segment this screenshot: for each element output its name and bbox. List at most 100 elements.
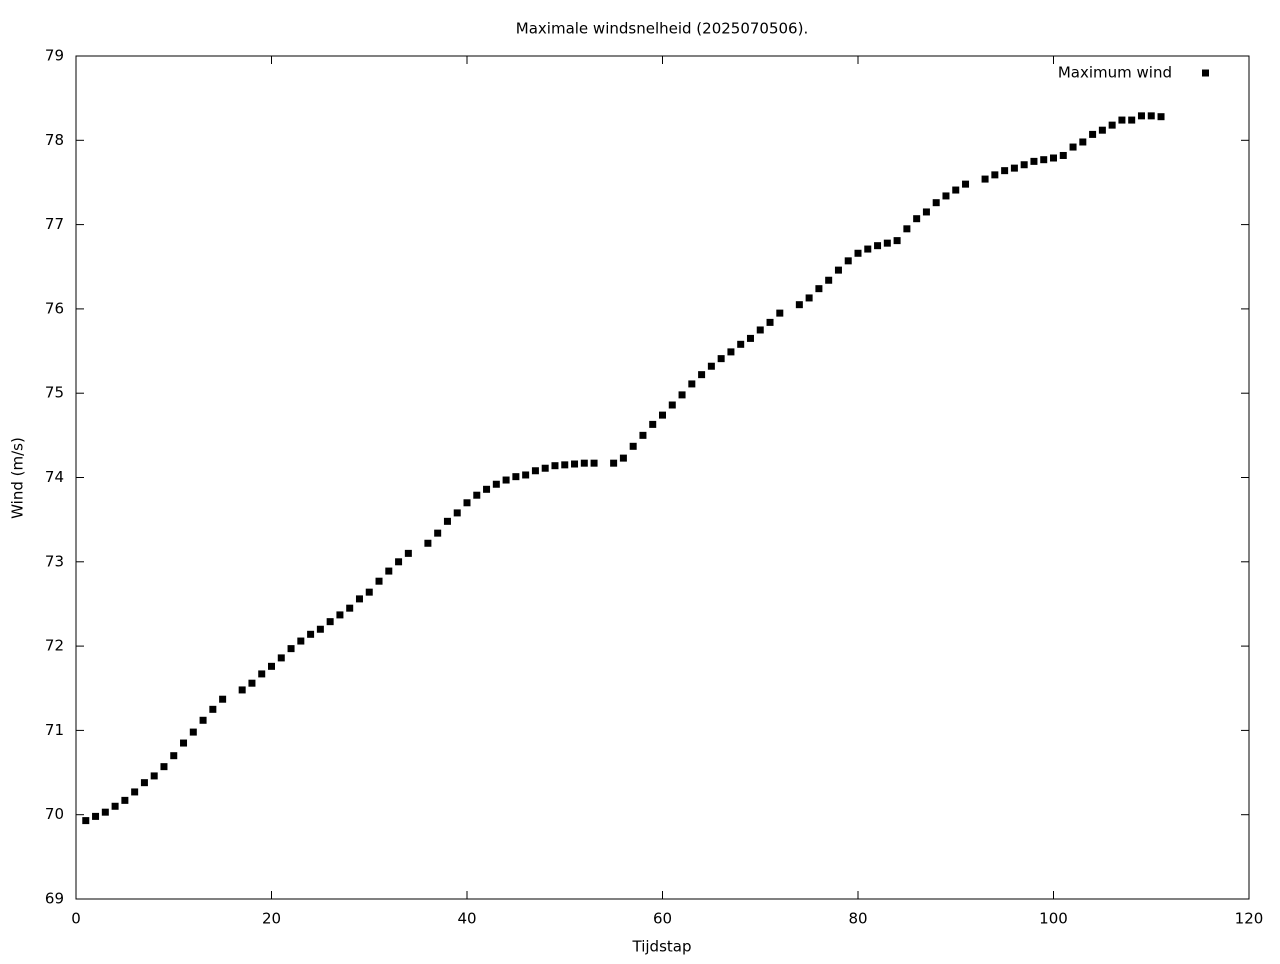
point	[717, 355, 725, 363]
point	[913, 215, 921, 223]
point	[189, 728, 197, 736]
point	[336, 611, 344, 619]
point	[639, 431, 647, 439]
point	[903, 225, 911, 233]
point	[1001, 167, 1009, 175]
point	[209, 705, 217, 713]
point	[180, 739, 188, 747]
point	[326, 618, 334, 626]
point	[385, 567, 393, 575]
point	[1020, 161, 1028, 169]
point	[1118, 116, 1126, 124]
point	[160, 763, 168, 771]
point	[219, 695, 227, 703]
point	[92, 812, 100, 820]
point	[874, 242, 882, 250]
y-axis-label: Wind (m/s)	[9, 437, 27, 519]
point	[854, 249, 862, 257]
point	[453, 509, 461, 517]
point	[404, 549, 412, 557]
point	[1128, 116, 1136, 124]
point	[434, 529, 442, 537]
point	[668, 401, 676, 409]
point	[864, 245, 872, 253]
point	[1030, 157, 1038, 165]
x-tick-label: 40	[457, 910, 476, 928]
point	[678, 391, 686, 399]
x-tick-label: 0	[71, 910, 81, 928]
x-tick-label: 60	[653, 910, 672, 928]
point	[952, 186, 960, 194]
point	[512, 473, 520, 481]
point	[590, 459, 598, 467]
point	[424, 539, 432, 547]
point	[365, 588, 373, 596]
point	[483, 485, 491, 493]
point	[610, 459, 618, 467]
point	[619, 454, 627, 462]
point	[932, 199, 940, 207]
point	[355, 595, 363, 603]
point	[1108, 121, 1116, 129]
point	[531, 467, 539, 475]
point	[82, 817, 90, 825]
point	[238, 686, 246, 694]
point	[199, 716, 207, 724]
y-tick-label: 75	[45, 384, 64, 402]
point	[111, 802, 119, 810]
point	[795, 301, 803, 309]
point	[121, 796, 129, 804]
point	[571, 460, 579, 468]
y-tick-label: 77	[45, 215, 64, 233]
point	[659, 411, 666, 419]
plot-frame	[75, 55, 1250, 900]
x-axis-label: Tijdstap	[632, 938, 692, 956]
point	[1050, 154, 1057, 162]
point	[248, 679, 256, 687]
point	[551, 462, 559, 470]
point	[698, 371, 706, 379]
point	[131, 788, 139, 796]
point	[1069, 143, 1077, 151]
point	[649, 420, 657, 428]
point	[991, 171, 999, 179]
y-tick-label: 71	[45, 721, 64, 739]
point	[727, 348, 735, 356]
point	[883, 239, 891, 247]
point	[707, 362, 715, 370]
point	[101, 808, 109, 816]
point	[277, 654, 285, 662]
point	[140, 779, 148, 787]
point	[981, 175, 989, 183]
point	[922, 208, 930, 216]
y-tick-label: 79	[45, 47, 64, 65]
point	[1089, 130, 1097, 138]
point	[688, 380, 696, 388]
y-tick-label: 76	[45, 299, 64, 317]
point	[737, 340, 745, 348]
y-tick-label: 78	[45, 131, 64, 149]
point	[375, 577, 383, 585]
point	[463, 499, 471, 507]
x-tick-label: 120	[1235, 910, 1264, 928]
y-tick-label: 69	[45, 890, 64, 908]
point	[522, 471, 530, 479]
point	[297, 637, 305, 645]
point	[395, 558, 403, 566]
point	[473, 491, 481, 499]
y-tick-label: 73	[45, 552, 64, 570]
point	[1147, 112, 1155, 120]
x-tick-label: 100	[1039, 910, 1068, 928]
point	[287, 645, 295, 653]
y-tick-label: 72	[45, 637, 64, 655]
point	[502, 476, 510, 484]
point	[1059, 151, 1067, 159]
y-tick-label: 74	[45, 468, 64, 486]
point	[443, 517, 451, 525]
point	[834, 266, 842, 274]
point	[1157, 113, 1165, 121]
chart-title: Maximale windsnelheid (2025070506).	[516, 20, 808, 38]
point	[170, 752, 178, 760]
point	[307, 630, 315, 638]
